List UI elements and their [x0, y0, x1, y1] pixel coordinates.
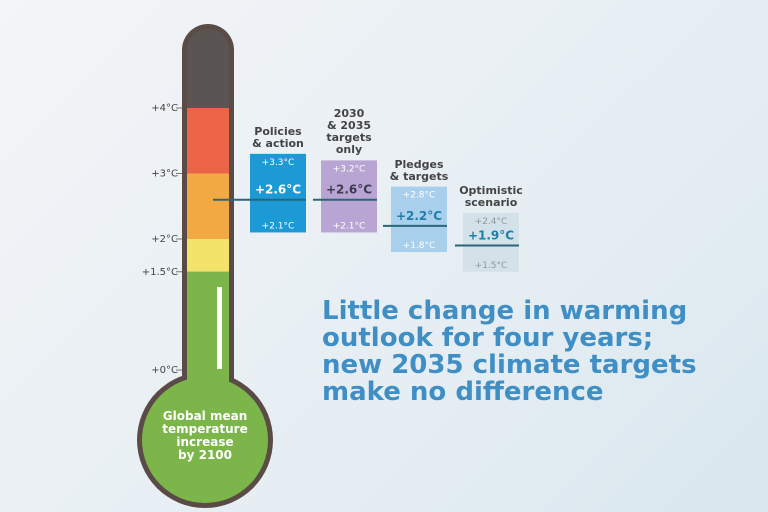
bulb-label: Global mean temperature increase by 2100 [162, 409, 248, 462]
mercury-highlight [217, 287, 222, 369]
range-box [463, 212, 519, 272]
y-tick-label: +4°C [151, 103, 178, 114]
high-label: +2.8°C [403, 191, 436, 201]
bulb [142, 377, 268, 503]
scale-band [187, 239, 229, 272]
scale-band [187, 173, 229, 239]
mid-label: +2.6°C [255, 183, 301, 197]
category-label: Policies & action [252, 124, 304, 150]
range-box [321, 160, 377, 233]
mid-label: +2.6°C [326, 183, 372, 197]
y-tick-label: +3°C [151, 169, 178, 180]
low-label: +1.5°C [475, 261, 508, 271]
range-box [391, 186, 447, 253]
category-label: 2030 & 2035 targets only [326, 107, 372, 157]
y-tick-label: +1.5°C [142, 267, 178, 278]
mid-label: +2.2°C [396, 209, 442, 223]
headline: Little change in warming outlook for fou… [322, 296, 697, 407]
low-label: +1.8°C [403, 241, 436, 251]
y-tick-label: +0°C [151, 365, 178, 376]
low-label: +2.1°C [262, 221, 295, 231]
category-label: Optimistic scenario [459, 183, 523, 209]
low-label: +2.1°C [333, 221, 366, 231]
high-label: +3.3°C [262, 158, 295, 168]
high-label: +3.2°C [333, 164, 366, 174]
mid-label: +1.9°C [468, 229, 514, 243]
high-label: +2.4°C [475, 217, 508, 227]
range-box [250, 153, 306, 233]
y-tick-label: +2°C [151, 234, 178, 245]
category-label: Pledges & targets [389, 157, 449, 183]
scale-band [187, 108, 229, 174]
scale-band [187, 29, 229, 108]
